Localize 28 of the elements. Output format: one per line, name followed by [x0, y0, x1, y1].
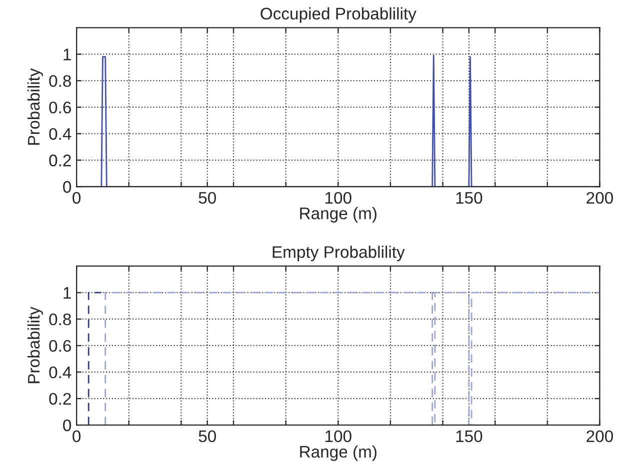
y-tick-label: 0.4	[49, 128, 72, 140]
y-tick-label: 0.4	[49, 366, 72, 378]
y-axis-title: Probability	[27, 306, 43, 384]
y-tick-label: 0.8	[49, 75, 71, 87]
y-axis-title: Probability	[27, 68, 43, 145]
y-tick-label: 0.2	[49, 154, 71, 166]
y-tick-label: 0.6	[49, 102, 71, 114]
chart-title: Occupied Probablility	[260, 7, 416, 23]
y-tick-label: 0	[63, 419, 72, 432]
x-tick-label: 50	[198, 430, 216, 442]
x-tick-label: 200	[586, 192, 613, 204]
x-tick-label: 150	[456, 192, 482, 204]
y-tick-label: 0.6	[49, 340, 71, 352]
x-tick-label: 0	[72, 192, 81, 204]
x-tick-label: 100	[326, 430, 352, 442]
y-tick-label: 0.2	[49, 392, 71, 405]
x-tick-label: 150	[456, 430, 482, 442]
y-tick-label: 1	[64, 48, 71, 60]
x-axis-title: Range (m)	[300, 207, 376, 223]
y-tick-label: 1	[64, 287, 71, 299]
y-tick-label: 0.8	[49, 313, 71, 326]
x-tick-label: 100	[326, 192, 352, 204]
x-tick-label: 50	[198, 192, 216, 204]
x-tick-label: 200	[586, 430, 613, 442]
chart-title: Empty Probablility	[272, 246, 405, 262]
y-tick-label: 0	[63, 181, 72, 193]
x-tick-label: 0	[72, 430, 81, 442]
x-axis-title: Range (m)	[300, 445, 376, 461]
